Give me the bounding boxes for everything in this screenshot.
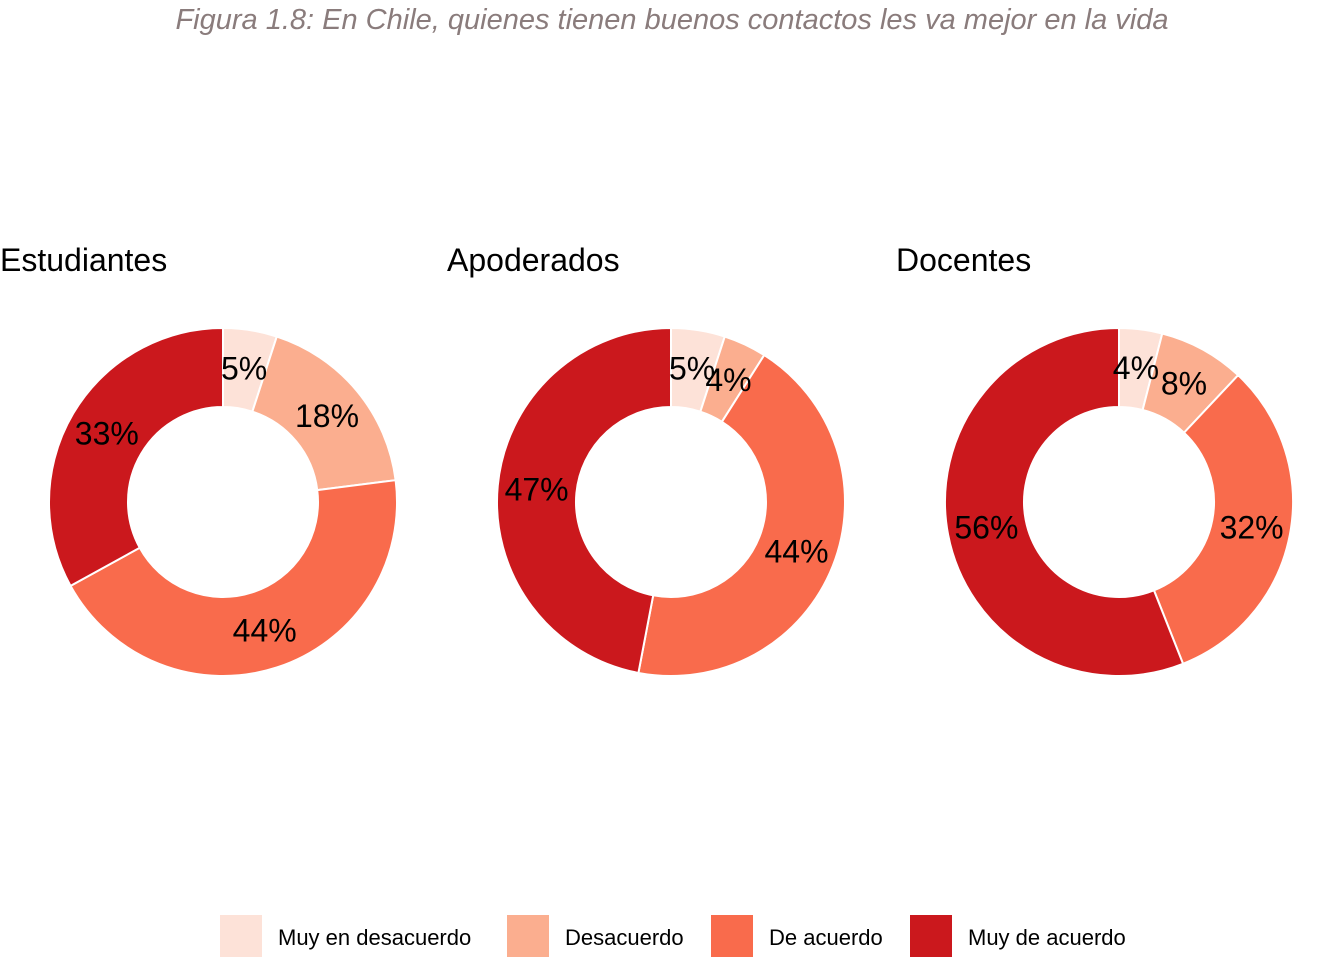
slice-label: 33% [75,415,139,451]
slice-label: 5% [221,351,267,387]
panel-title: Docentes [896,242,1031,278]
panel-title: Estudiantes [0,242,167,278]
legend-label: Muy en desacuerdo [278,925,472,950]
figure-title: Figura 1.8: En Chile, quienes tienen bue… [175,4,1169,36]
legend-swatch [220,915,262,957]
slice-label: 32% [1220,509,1284,545]
legend-label: Muy de acuerdo [968,925,1126,950]
legend-swatch [507,915,549,957]
donut-slice-muy-de-acuerdo [495,326,672,675]
donut-panel-docentes: Docentes 4% 8% 32% 56% [896,242,1294,677]
legend-swatch [711,915,753,957]
legend-swatch [910,915,952,957]
legend-label: Desacuerdo [565,925,684,950]
donut-slice-de-acuerdo [637,353,846,677]
donut-slice-de-acuerdo [1152,373,1294,666]
donut-panel-estudiantes: Estudiantes 5% 18% 44% 33% [0,242,399,678]
slice-label: 18% [295,398,359,434]
legend-label: De acuerdo [769,925,883,950]
slice-label: 4% [1113,350,1159,386]
slice-label: 56% [954,509,1018,545]
panel-title: Apoderados [447,242,620,278]
slice-label: 44% [764,534,828,570]
donut-charts: Estudiantes5%18%44%33%Apoderados5%4%44%4… [0,242,1294,678]
slice-label: 8% [1161,366,1207,402]
slice-label: 47% [505,471,569,507]
donut-panel-apoderados: Apoderados 5%4% 44% 47% [447,242,846,677]
donut-slice-muy-de-acuerdo [943,326,1185,677]
legend: Muy en desacuerdo Desacuerdo De acuerdo Muy… [0,915,1344,959]
slice-label: 4% [705,362,751,398]
slice-label: 44% [233,612,297,648]
slice-label: 5% [669,351,715,387]
donut-slice-muy-de-acuerdo [47,326,224,588]
donut-slice-de-acuerdo [69,479,399,678]
